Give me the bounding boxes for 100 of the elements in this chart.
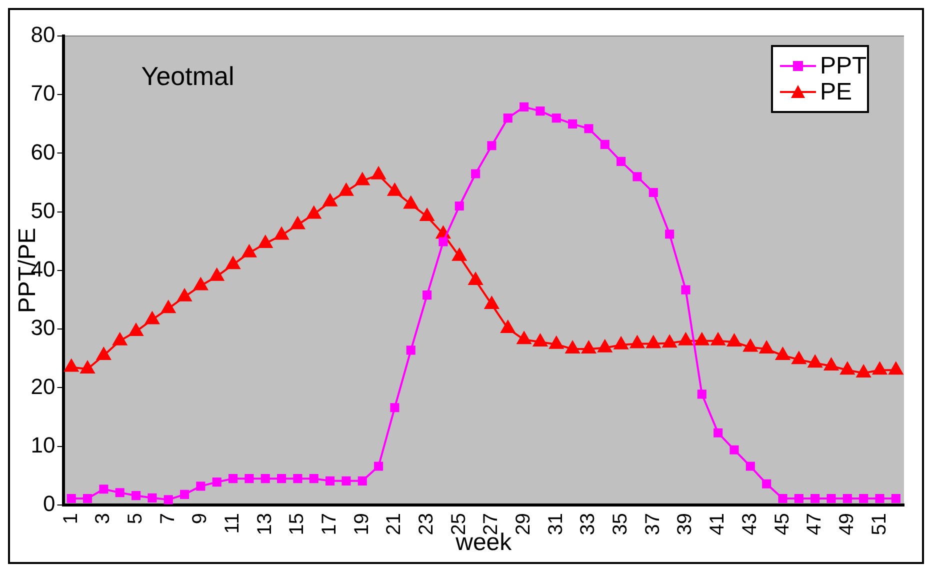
point <box>760 341 774 354</box>
point <box>242 244 256 258</box>
point <box>274 227 289 240</box>
x-tick-label: 7 <box>156 512 179 524</box>
point <box>210 268 224 281</box>
x-tick-label: 27 <box>480 512 502 536</box>
x-tick-label: 47 <box>804 512 826 536</box>
point <box>164 495 173 504</box>
point <box>355 172 370 186</box>
point <box>258 236 272 248</box>
point <box>390 403 400 412</box>
point <box>743 339 758 352</box>
point <box>260 474 270 484</box>
point <box>842 494 852 504</box>
point <box>746 462 755 471</box>
point <box>840 362 854 375</box>
legend-label: PPT <box>820 52 868 80</box>
x-tick-label: 23 <box>416 512 438 536</box>
x-tick-label: 1 <box>60 512 82 524</box>
x-tick-label: 29 <box>512 512 535 536</box>
point <box>339 183 354 196</box>
point <box>306 206 321 219</box>
point <box>582 341 596 354</box>
point <box>714 428 723 438</box>
point <box>824 358 838 371</box>
x-tick-label: 33 <box>577 512 600 536</box>
x-tick-label: 11 <box>222 512 244 534</box>
x-tick-label: 49 <box>836 512 858 536</box>
x-tick-label: 21 <box>383 512 406 536</box>
point <box>872 362 887 375</box>
point <box>810 494 820 504</box>
point <box>99 484 108 494</box>
x-tick-label: 5 <box>124 512 147 524</box>
x-tick-label: 9 <box>189 512 212 524</box>
point <box>694 332 709 346</box>
point <box>82 494 92 504</box>
point <box>177 288 192 302</box>
point <box>180 490 190 499</box>
y-tick-label: 70 <box>30 80 56 106</box>
point <box>678 332 693 346</box>
point <box>711 332 726 346</box>
point <box>145 312 160 324</box>
point <box>778 494 788 504</box>
x-tick-label: 13 <box>254 512 276 536</box>
point <box>96 347 111 360</box>
x-tick-label: 17 <box>318 512 341 536</box>
point <box>452 248 466 261</box>
point <box>358 476 367 486</box>
point <box>371 166 386 180</box>
point <box>500 320 515 334</box>
point <box>794 494 804 504</box>
y-tick-label: 50 <box>30 198 56 223</box>
point <box>468 272 483 285</box>
y-tick-label: 20 <box>30 374 56 399</box>
x-tick-label: 37 <box>642 512 664 536</box>
y-tick-label: 10 <box>30 432 56 458</box>
x-tick-label: 35 <box>610 512 632 536</box>
point <box>161 300 176 314</box>
y-tick-label: 0 <box>43 491 56 516</box>
point <box>322 194 338 206</box>
point <box>404 196 418 209</box>
point <box>131 491 141 500</box>
point <box>196 482 206 491</box>
point <box>388 183 402 196</box>
point <box>128 323 144 336</box>
x-tick-label: 45 <box>771 512 794 536</box>
annotation: Yeotmal <box>141 61 234 92</box>
point <box>565 341 580 354</box>
point <box>115 488 124 498</box>
point <box>792 352 806 364</box>
point <box>662 335 677 348</box>
point <box>293 474 302 484</box>
point <box>420 208 434 222</box>
y-tick-label: 80 <box>30 22 56 48</box>
point <box>856 365 871 378</box>
point <box>194 278 208 290</box>
x-tick-label: 41 <box>706 512 729 536</box>
point <box>826 494 836 504</box>
y-tick-label: 30 <box>30 315 56 340</box>
point <box>549 336 564 349</box>
point <box>66 494 76 504</box>
point <box>598 340 612 352</box>
point <box>776 347 790 360</box>
point <box>290 216 305 230</box>
point <box>228 474 238 484</box>
x-tick-label: 3 <box>92 512 114 524</box>
y-tick-label: 60 <box>30 139 56 164</box>
point <box>64 359 78 372</box>
point <box>244 474 254 484</box>
point <box>80 360 95 374</box>
x-tick-label: 51 <box>868 512 890 536</box>
point <box>646 336 660 348</box>
point <box>342 476 351 486</box>
x-tick-label: 43 <box>738 512 761 536</box>
point <box>277 474 286 484</box>
point <box>226 256 240 270</box>
x-tick-label: 25 <box>448 512 470 536</box>
point <box>614 336 628 350</box>
x-tick-label: 31 <box>544 512 567 536</box>
point <box>326 476 335 486</box>
